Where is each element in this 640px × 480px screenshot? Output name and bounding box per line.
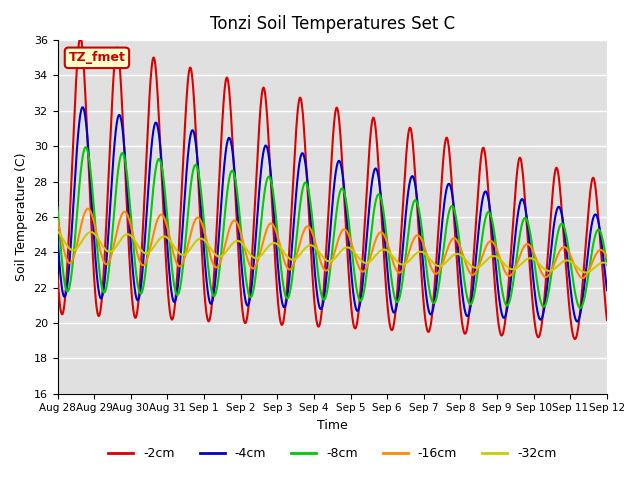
Legend: -2cm, -4cm, -8cm, -16cm, -32cm: -2cm, -4cm, -8cm, -16cm, -32cm <box>103 442 561 465</box>
Text: TZ_fmet: TZ_fmet <box>68 51 125 64</box>
Y-axis label: Soil Temperature (C): Soil Temperature (C) <box>15 153 28 281</box>
Title: Tonzi Soil Temperatures Set C: Tonzi Soil Temperatures Set C <box>210 15 455 33</box>
X-axis label: Time: Time <box>317 419 348 432</box>
